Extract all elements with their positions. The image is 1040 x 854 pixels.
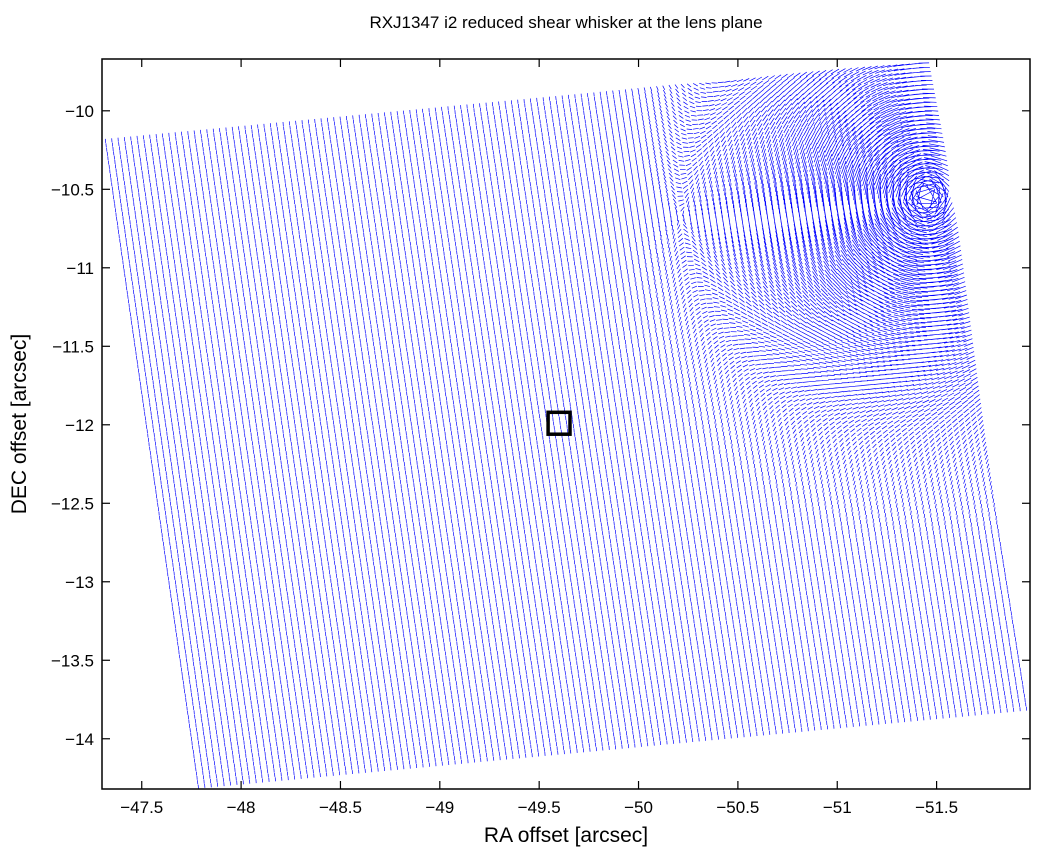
whisker-field [104, 62, 1027, 789]
x-tick-label: −50 [624, 798, 653, 817]
y-tick-label: −12 [65, 416, 94, 435]
y-tick-label: −14 [65, 730, 94, 749]
y-axis: −10 −10.5 −11 −11.5 −12 −12.5 −13 −13.5 −14 [51, 102, 1030, 749]
y-tick-label: −10.5 [51, 180, 94, 199]
x-tick-label: −47.5 [120, 798, 163, 817]
y-tick-label: −13.5 [51, 651, 94, 670]
x-tick-label: −49 [425, 798, 454, 817]
x-tick-label: −48 [227, 798, 256, 817]
x-tick-label: −50.5 [716, 798, 759, 817]
whisker-lines [104, 62, 1027, 789]
y-tick-label: −12.5 [51, 494, 94, 513]
x-tick-label: −48.5 [319, 798, 362, 817]
x-tick-label: −51.5 [915, 798, 958, 817]
chart-title: RXJ1347 i2 reduced shear whisker at the … [369, 13, 762, 32]
x-tick-label: −49.5 [518, 798, 561, 817]
plot-frame [101, 58, 1031, 790]
y-tick-label: −10 [65, 102, 94, 121]
x-axis-label: RA offset [arcsec] [484, 824, 648, 847]
x-axis: −47.5 −48 −48.5 −49 −49.5 −50 −50.5 −51 −51.5 [120, 59, 958, 817]
y-tick-label: −13 [65, 573, 94, 592]
lens-center-marker [546, 410, 572, 436]
y-tick-label: −11 [66, 259, 94, 278]
y-tick-label: −11.5 [52, 337, 94, 356]
y-axis-label: DEC offset [arcsec] [8, 334, 31, 515]
x-tick-label: −51 [823, 798, 852, 817]
